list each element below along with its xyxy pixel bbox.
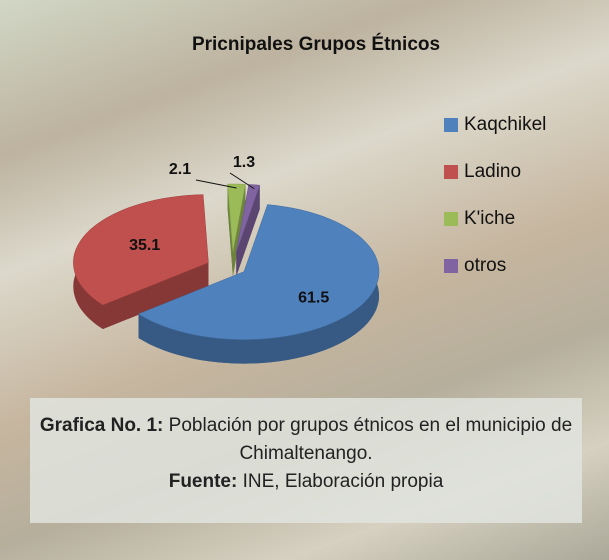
legend-label: otros bbox=[464, 255, 506, 276]
page: Pricnipales Grupos Étnicos 61.5 35.1 2.1 1.… bbox=[0, 0, 609, 560]
chart-title: Pricnipales Grupos Étnicos bbox=[192, 33, 440, 55]
legend-swatch bbox=[444, 165, 458, 179]
legend-label: Ladino bbox=[464, 161, 521, 182]
data-label: 61.5 bbox=[298, 290, 329, 307]
legend-label: K'iche bbox=[464, 208, 515, 229]
data-label: 2.1 bbox=[169, 161, 191, 178]
source-text: INE, Elaboración propia bbox=[243, 471, 444, 492]
legend-swatch bbox=[444, 118, 458, 132]
caption: Grafica No. 1: Población por grupos étni… bbox=[30, 398, 582, 523]
data-label: 1.3 bbox=[233, 154, 255, 171]
legend-swatch bbox=[444, 212, 458, 226]
data-label: 35.1 bbox=[129, 237, 160, 254]
source-label: Fuente: bbox=[169, 471, 238, 492]
caption-label: Grafica No. 1: bbox=[40, 415, 164, 436]
legend-label: Kaqchikel bbox=[464, 114, 546, 135]
legend-swatch bbox=[444, 259, 458, 273]
caption-text: Población por grupos étnicos en el munic… bbox=[169, 415, 572, 464]
